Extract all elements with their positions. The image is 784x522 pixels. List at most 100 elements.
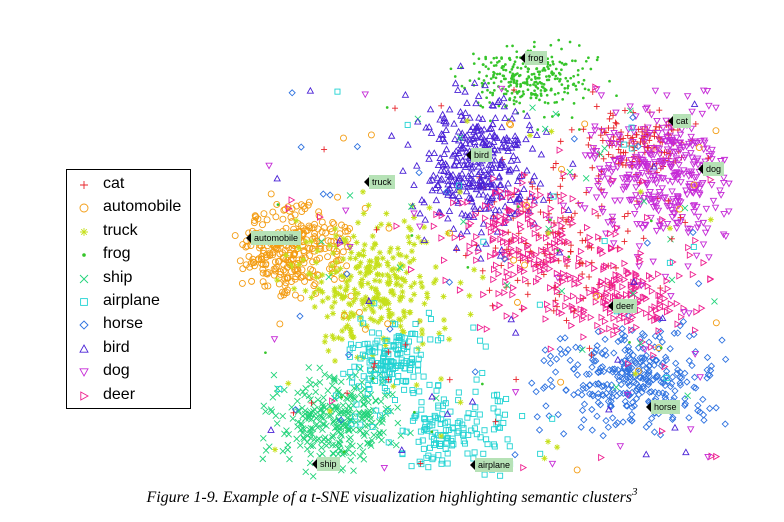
point-truck xyxy=(342,236,349,243)
point-dog xyxy=(641,106,650,113)
point-ship xyxy=(541,125,549,133)
point-truck xyxy=(346,276,353,283)
point-bird xyxy=(528,177,537,185)
point-frog xyxy=(556,91,560,95)
point-airplane xyxy=(357,421,364,428)
point-horse xyxy=(344,351,353,359)
point-bird xyxy=(471,205,479,212)
point-deer xyxy=(517,266,525,274)
point-bird xyxy=(440,114,449,121)
point-horse xyxy=(564,345,572,354)
point-frog xyxy=(566,91,570,95)
point-airplane xyxy=(690,243,697,250)
point-dog xyxy=(707,181,716,189)
point-ship xyxy=(319,426,326,433)
point-bird xyxy=(474,243,482,251)
point-ship xyxy=(552,110,560,118)
point-horse xyxy=(602,417,610,425)
point-horse xyxy=(598,349,606,357)
point-dog xyxy=(655,189,664,196)
point-cat xyxy=(575,200,582,207)
point-bird xyxy=(536,179,545,187)
point-truck xyxy=(384,336,391,343)
point-deer xyxy=(520,171,528,179)
point-deer xyxy=(441,256,448,264)
point-dog xyxy=(270,336,279,343)
point-deer xyxy=(594,321,602,330)
point-cat xyxy=(568,214,575,221)
point-deer xyxy=(606,324,614,333)
point-ship xyxy=(385,390,392,398)
point-frog xyxy=(485,74,488,78)
point-airplane xyxy=(471,449,478,456)
point-deer xyxy=(611,292,619,301)
point-bird xyxy=(466,139,474,147)
point-frog xyxy=(649,219,653,223)
point-truck xyxy=(338,272,345,279)
point-horse xyxy=(594,368,602,376)
point-airplane xyxy=(417,351,424,358)
point-deer xyxy=(577,247,585,256)
point-automobile xyxy=(298,208,306,215)
point-cat xyxy=(602,129,609,136)
point-ship xyxy=(293,435,300,443)
point-airplane xyxy=(376,344,383,351)
point-ship xyxy=(305,364,313,371)
point-automobile xyxy=(301,254,309,262)
point-deer xyxy=(614,326,622,335)
point-horse xyxy=(668,373,677,381)
point-deer xyxy=(393,222,401,230)
point-airplane xyxy=(470,324,477,331)
point-cat xyxy=(524,291,531,298)
point-deer xyxy=(537,191,545,199)
point-airplane xyxy=(443,439,450,446)
point-deer xyxy=(502,229,509,237)
point-airplane xyxy=(352,413,359,420)
point-truck xyxy=(283,252,290,259)
point-ship xyxy=(306,413,313,420)
point-ship xyxy=(343,449,350,456)
point-dog xyxy=(635,198,644,206)
point-airplane xyxy=(494,398,501,405)
point-dog xyxy=(626,175,635,183)
point-airplane xyxy=(438,416,445,423)
point-bird xyxy=(448,151,457,159)
point-deer xyxy=(636,254,644,263)
point-truck xyxy=(340,273,347,280)
point-bird xyxy=(487,168,496,176)
legend-label-truck: truck xyxy=(103,221,138,239)
point-truck xyxy=(368,258,375,265)
point-dog xyxy=(691,351,699,358)
point-airplane xyxy=(379,376,386,383)
point-horse xyxy=(623,372,631,381)
point-airplane xyxy=(482,343,489,350)
point-deer xyxy=(512,311,520,320)
point-airplane xyxy=(374,337,381,344)
point-automobile xyxy=(297,294,305,302)
point-ship xyxy=(314,424,322,431)
point-ship xyxy=(320,420,328,428)
point-automobile xyxy=(274,245,282,253)
point-deer xyxy=(560,191,568,200)
point-cat xyxy=(492,245,499,252)
point-deer xyxy=(552,300,560,308)
point-automobile xyxy=(523,202,530,209)
point-horse xyxy=(658,359,667,367)
point-dog xyxy=(635,243,644,251)
point-deer xyxy=(524,211,532,219)
point-dog xyxy=(702,205,711,213)
point-frog xyxy=(589,67,593,71)
point-ship xyxy=(370,431,378,439)
point-automobile xyxy=(343,262,351,270)
point-dog xyxy=(717,192,725,199)
point-truck xyxy=(399,293,406,300)
point-bird xyxy=(457,144,465,152)
point-deer xyxy=(492,225,500,233)
pointer-icon xyxy=(646,401,652,413)
point-horse xyxy=(614,366,622,374)
point-frog xyxy=(410,234,414,237)
point-automobile xyxy=(242,243,250,251)
point-dog xyxy=(609,240,618,248)
point-ship xyxy=(379,416,386,423)
point-truck xyxy=(366,265,372,272)
